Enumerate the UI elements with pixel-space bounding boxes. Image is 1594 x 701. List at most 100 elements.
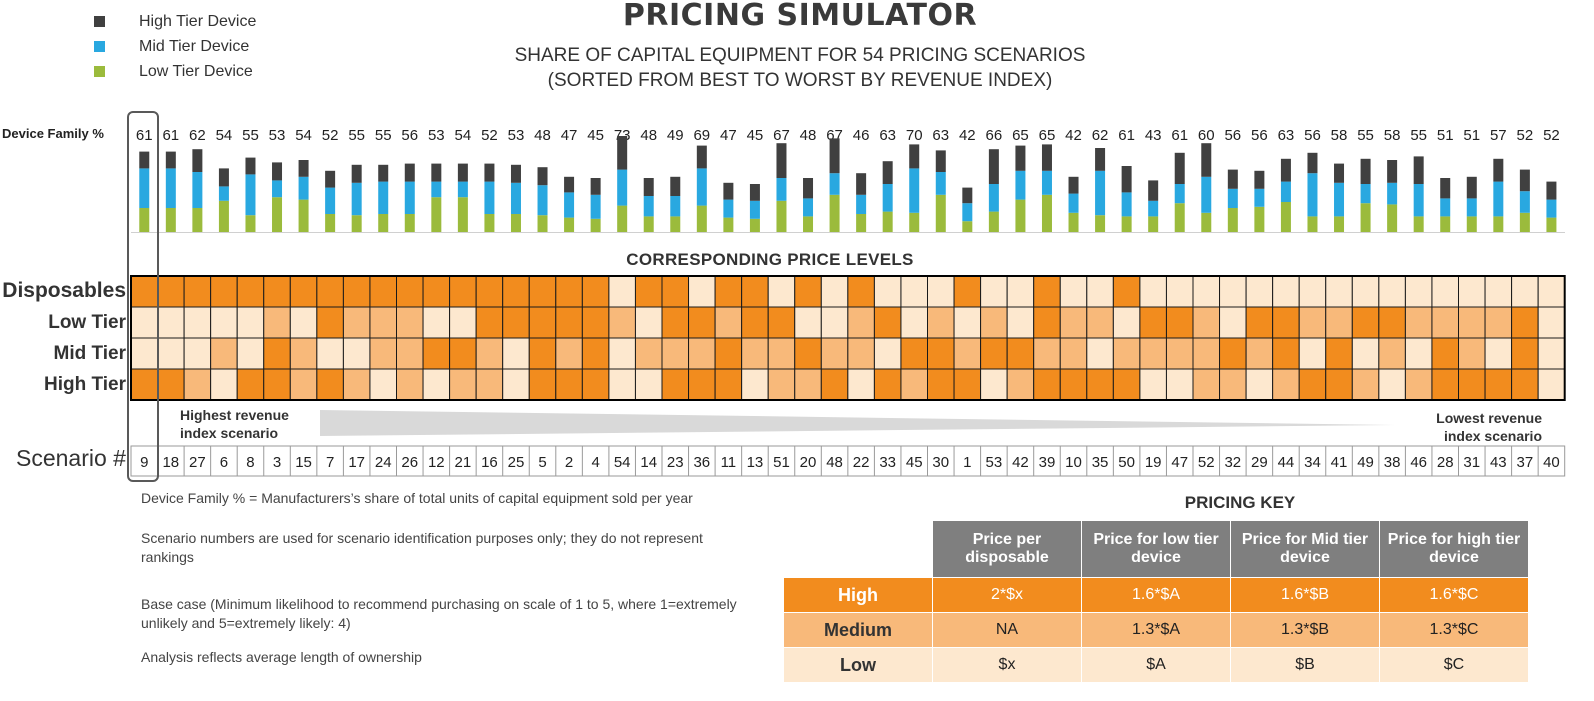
scenario-number: 49 — [1357, 454, 1374, 471]
scenario-number: 3 — [273, 454, 281, 471]
price-level-cell — [714, 275, 743, 308]
price-level-cell — [1404, 368, 1433, 401]
device-family-value: 54 — [455, 127, 472, 144]
price-level-cell — [422, 306, 451, 339]
bar-segment — [139, 151, 150, 169]
bar-segment — [723, 199, 734, 218]
bar-segment — [192, 172, 203, 208]
bar-segment — [1201, 143, 1212, 177]
bar-segment — [749, 218, 760, 232]
price-level-cell — [316, 275, 344, 308]
scenario-number: 2 — [565, 454, 573, 471]
bar-segment — [510, 182, 521, 214]
price-level-cell — [555, 306, 583, 339]
price-level-cell — [1112, 368, 1141, 401]
device-family-value: 42 — [959, 127, 976, 144]
price-level-cell — [953, 275, 982, 308]
price-level-cell — [528, 306, 557, 339]
price-level-cell — [820, 337, 849, 370]
price-level-cell — [980, 306, 1008, 339]
price-level-cell — [157, 306, 185, 339]
price-level-cell — [927, 306, 955, 339]
price-level-cell — [1033, 306, 1061, 339]
pricing-key-row-label: High — [783, 577, 933, 613]
legend-label: High Tier Device — [139, 13, 257, 30]
scenario-number: 10 — [1065, 454, 1082, 471]
bar-segment — [776, 178, 787, 201]
price-level-cell — [210, 337, 238, 370]
price-level-cell — [581, 275, 610, 308]
device-family-value: 42 — [1065, 127, 1082, 144]
scenario-number: 24 — [375, 454, 392, 471]
price-level-cell — [767, 306, 796, 339]
device-family-value: 56 — [401, 127, 418, 144]
price-level-cell — [1431, 275, 1459, 308]
bar-segment — [829, 194, 840, 232]
pricing-key-cell: 1.6*$A — [1081, 577, 1231, 613]
price-level-cell — [1139, 337, 1167, 370]
pricing-key-row-label: Medium — [783, 612, 933, 648]
scenario-number: 20 — [800, 454, 817, 471]
bar-segment — [1121, 192, 1132, 217]
scenario-number: 11 — [721, 454, 737, 471]
price-level-cell — [1192, 306, 1221, 339]
device-family-value: 67 — [773, 127, 790, 144]
bar-segment — [1254, 188, 1265, 207]
bar-segment — [1095, 215, 1106, 232]
price-level-cell — [1272, 306, 1300, 339]
bar-segment — [909, 212, 920, 232]
price-level-cell — [900, 337, 929, 370]
price-level-cell — [369, 306, 398, 339]
price-level-cell — [1086, 337, 1114, 370]
bar-segment — [1440, 198, 1451, 217]
bar-segment — [1201, 176, 1212, 213]
bar-segment — [165, 151, 176, 169]
device-family-value: 51 — [1463, 127, 1480, 144]
price-levels-title: CORRESPONDING PRICE LEVELS — [626, 250, 914, 269]
price-level-cell — [661, 337, 690, 370]
bar-segment — [935, 172, 946, 195]
scenario-number: 19 — [1145, 454, 1162, 471]
bar-segment — [457, 163, 468, 182]
price-level-cell — [1431, 337, 1459, 370]
device-family-value: 46 — [853, 127, 870, 144]
bar-segment — [457, 181, 468, 198]
price-level-cell — [767, 275, 796, 308]
price-level-cell — [289, 337, 318, 370]
device-family-value: 55 — [242, 127, 259, 144]
scenario-number: 29 — [1251, 454, 1268, 471]
bar-segment — [617, 205, 628, 232]
price-level-cell — [741, 275, 769, 308]
price-level-cell — [927, 275, 955, 308]
device-family-value: 61 — [162, 127, 179, 144]
price-level-cell — [183, 368, 212, 401]
price-level-cell — [1139, 368, 1167, 401]
price-level-cell — [1351, 337, 1380, 370]
price-level-cell — [1086, 306, 1114, 339]
pricing-key-cell: $x — [932, 647, 1082, 683]
bar-segment — [165, 168, 176, 208]
pricing-key-header: Price for low tier device — [1081, 520, 1231, 578]
bar-segment — [537, 167, 548, 186]
bar-segment — [1148, 200, 1159, 217]
device-family-value: 57 — [1490, 127, 1507, 144]
bar-segment — [909, 144, 920, 169]
device-family-value: 53 — [508, 127, 525, 144]
device-family-value: 61 — [1171, 127, 1188, 144]
scenario-number: 27 — [189, 454, 206, 471]
bar-segment — [1413, 184, 1424, 217]
bar-segment — [856, 214, 867, 232]
price-level-cell — [555, 275, 583, 308]
price-level-cell — [1458, 368, 1486, 401]
bar-segment — [537, 185, 548, 216]
best-scenario-highlight — [127, 111, 159, 482]
price-level-cell — [1458, 306, 1486, 339]
scenario-number: 30 — [932, 454, 949, 471]
scenario-number: 1 — [963, 454, 971, 471]
device-family-value: 62 — [1092, 127, 1109, 144]
bar-segment — [1121, 166, 1132, 193]
bar-segment — [351, 215, 362, 232]
price-level-cell — [502, 275, 530, 308]
bar-segment — [1068, 176, 1079, 194]
legend-swatch — [94, 16, 105, 27]
